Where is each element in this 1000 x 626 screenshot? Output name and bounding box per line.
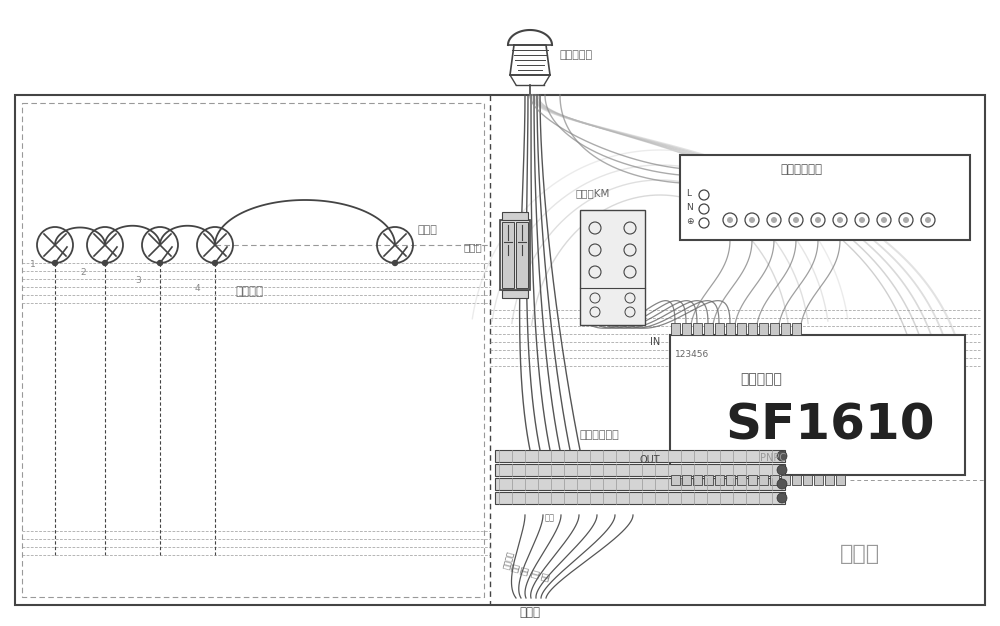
Bar	[704, 475, 713, 485]
Text: 指示灯: 指示灯	[417, 225, 437, 235]
Circle shape	[103, 260, 108, 265]
Bar	[495, 492, 785, 504]
Bar	[500, 220, 530, 290]
Bar	[670, 335, 965, 475]
Circle shape	[749, 217, 755, 223]
Bar	[682, 475, 691, 485]
Text: OUT: OUT	[640, 455, 661, 465]
Text: 弹簧式端子排: 弹簧式端子排	[580, 430, 620, 440]
Circle shape	[815, 217, 821, 223]
Text: 电箱图: 电箱图	[840, 544, 880, 564]
Bar	[693, 323, 702, 335]
Bar	[814, 475, 823, 485]
Circle shape	[837, 217, 843, 223]
Bar	[671, 475, 680, 485]
Bar	[682, 323, 691, 335]
Bar	[495, 450, 785, 462]
Bar	[770, 475, 779, 485]
Bar	[495, 478, 785, 490]
Text: L: L	[686, 188, 691, 197]
Bar	[502, 212, 528, 220]
Text: 蓝色: 蓝色	[545, 513, 555, 522]
Bar	[781, 475, 790, 485]
Text: 黄绿双色: 黄绿双色	[502, 550, 515, 570]
Circle shape	[881, 217, 887, 223]
Bar	[748, 323, 757, 335]
Bar	[825, 475, 834, 485]
Bar	[748, 475, 757, 485]
Bar	[671, 323, 680, 335]
Bar	[759, 323, 768, 335]
Bar	[770, 323, 779, 335]
Circle shape	[777, 451, 787, 461]
Circle shape	[925, 217, 931, 223]
Circle shape	[777, 465, 787, 475]
Bar	[737, 323, 746, 335]
Bar	[781, 323, 790, 335]
Circle shape	[793, 217, 799, 223]
Text: 拨动开关: 拨动开关	[235, 285, 263, 298]
Text: 1: 1	[30, 260, 36, 269]
Bar	[792, 475, 801, 485]
Circle shape	[903, 217, 909, 223]
Bar	[495, 464, 785, 476]
Bar	[759, 475, 768, 485]
Text: 门禁电源模块: 门禁电源模块	[780, 163, 822, 176]
Circle shape	[771, 217, 777, 223]
Bar	[803, 475, 812, 485]
Bar	[726, 323, 735, 335]
Circle shape	[52, 260, 58, 265]
Bar	[836, 475, 845, 485]
Text: PNPC: PNPC	[760, 453, 786, 463]
Bar	[15, 95, 985, 605]
Text: 2: 2	[80, 268, 86, 277]
Text: 继电器模块: 继电器模块	[740, 372, 782, 386]
Bar	[502, 222, 514, 288]
Bar	[502, 290, 528, 298]
Text: IN: IN	[650, 337, 660, 347]
Text: N: N	[686, 202, 693, 212]
Text: 黄色: 黄色	[530, 568, 541, 579]
Text: 报警器: 报警器	[520, 606, 540, 619]
Text: 橙色: 橙色	[540, 571, 551, 582]
Text: 123456: 123456	[675, 350, 709, 359]
Text: SF1610: SF1610	[725, 402, 934, 450]
Text: 声光报警器: 声光报警器	[560, 50, 593, 60]
Bar	[792, 323, 801, 335]
Circle shape	[777, 479, 787, 489]
Circle shape	[158, 260, 162, 265]
Text: 黑色: 黑色	[510, 562, 521, 573]
Text: 断路器: 断路器	[464, 242, 483, 252]
Bar	[704, 323, 713, 335]
Text: 3: 3	[135, 276, 141, 285]
Circle shape	[212, 260, 218, 265]
Circle shape	[727, 217, 733, 223]
Bar	[693, 475, 702, 485]
Bar	[516, 222, 528, 288]
Circle shape	[859, 217, 865, 223]
Text: ⊕: ⊕	[686, 217, 694, 225]
Bar	[715, 475, 724, 485]
Bar	[580, 210, 645, 325]
Bar	[726, 475, 735, 485]
Text: 接触器KM: 接触器KM	[575, 188, 609, 198]
Bar	[680, 155, 970, 240]
Text: 4: 4	[195, 284, 201, 293]
Bar	[737, 475, 746, 485]
Circle shape	[392, 260, 398, 265]
Circle shape	[777, 493, 787, 503]
Bar	[715, 323, 724, 335]
Text: 红色: 红色	[519, 565, 530, 576]
